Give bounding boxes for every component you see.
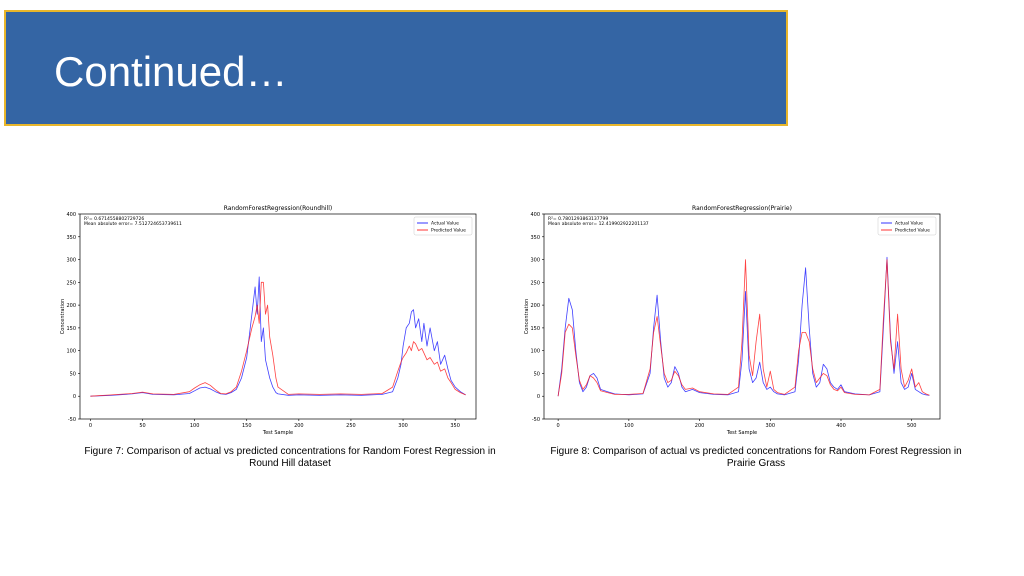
x-axis-label: Test Sample [726,430,757,436]
y-tick-label: 350 [66,235,76,241]
y-tick-label: -50 [532,417,540,423]
legend-label: Predicted Value [895,228,930,234]
x-tick-label: 200 [294,423,304,429]
x-tick-label: 150 [242,423,252,429]
y-tick-label: 150 [66,326,76,332]
title-banner: Continued… [4,10,788,126]
legend-box [413,216,473,236]
plot-frame [79,213,477,420]
x-tick-label: 0 [557,423,560,429]
plot-frame [543,213,941,420]
x-tick-label: 100 [624,423,634,429]
slide-title: Continued… [54,48,288,95]
stat-text: R²= 0.6714558802729726 [84,216,144,222]
y-tick-label: 50 [70,371,76,377]
x-tick-label: 300 [398,423,408,429]
stat-text: Mean absolute error= 7.512724653739611 [84,221,182,227]
x-tick-label: 200 [695,423,705,429]
y-tick-label: 300 [66,258,76,264]
figure-7-caption: Figure 7: Comparison of actual vs predic… [84,446,496,469]
y-tick-label: 250 [530,280,540,286]
chart-prairie: RandomForestRegression(Prairie) -50 0 50 100… [524,205,941,436]
y-tick-label: 400 [530,212,540,218]
x-axis-label: Test Sample [262,430,293,436]
x-tick-label: 0 [89,423,92,429]
y-tick-label: 200 [530,303,540,309]
y-tick-label: 100 [66,349,76,355]
y-tick-label: 200 [66,303,76,309]
y-tick-label: 0 [73,394,76,400]
y-axis-label: Concentration [524,299,530,334]
x-tick-label: 250 [346,423,356,429]
y-tick-label: 300 [530,258,540,264]
y-tick-label: 350 [530,235,540,241]
figure-8-caption: Figure 8: Comparison of actual vs predic… [550,446,962,469]
x-tick-label: 500 [907,423,917,429]
y-tick-label: 250 [66,280,76,286]
x-tick-label: 50 [139,423,145,429]
y-tick-label: 100 [530,349,540,355]
legend-label: Predicted Value [431,228,466,234]
stat-text: Mean absolute error= 12.419902922201137 [548,221,649,227]
series-line-predicted [557,259,930,397]
x-tick-label: 350 [450,423,460,429]
chart-title: RandomForestRegression(Prairie) [692,205,792,212]
x-tick-label: 100 [190,423,200,429]
legend-box [877,216,937,236]
stat-text: R²= 0.7801293863137799 [548,216,608,222]
y-tick-label: 400 [66,212,76,218]
series-line-predicted [90,281,466,397]
y-axis-label: Concentration [60,299,66,334]
chart-roundhill: RandomForestRegression(Roundhill) -50 0 50 1… [60,205,477,436]
chart-title: RandomForestRegression(Roundhill) [224,205,333,212]
legend-label: Actual Value [431,221,459,227]
y-tick-label: 0 [537,394,540,400]
x-tick-label: 400 [836,423,846,429]
x-tick-label: 300 [766,423,776,429]
y-tick-label: -50 [68,417,76,423]
y-tick-label: 150 [530,326,540,332]
series-line-actual [90,276,466,397]
legend-label: Actual Value [895,221,923,227]
series-line-actual [557,256,930,397]
y-tick-label: 50 [534,371,540,377]
